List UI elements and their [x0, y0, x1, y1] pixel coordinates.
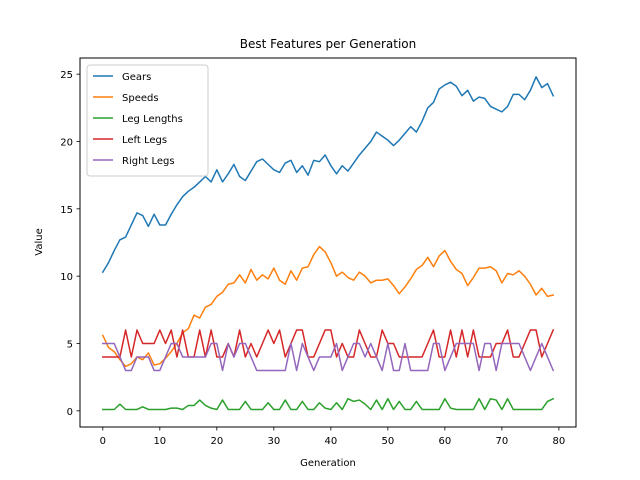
x-tick-label: 30: [267, 436, 280, 447]
legend-box: [86, 64, 209, 177]
x-tick-label: 0: [100, 436, 106, 447]
legend-label: Speeds: [122, 93, 159, 104]
y-tick-label: 10: [60, 272, 73, 283]
y-tick-label: 5: [67, 340, 73, 351]
legend-label: Left Legs: [122, 135, 167, 146]
series-layer: [101, 76, 555, 411]
y-tick-label: 15: [60, 205, 73, 216]
y-axis-label: Value: [34, 228, 45, 255]
series-line-gears: [101, 76, 555, 274]
plot-frame: [79, 57, 577, 428]
x-tick-label: 10: [153, 436, 166, 447]
series-line-speeds: [101, 245, 555, 368]
y-axis: 0 5 10 15 20 25: [60, 70, 80, 418]
legend-label: Right Legs: [122, 156, 175, 167]
x-tick-label: 40: [324, 436, 337, 447]
x-tick-label: 70: [496, 436, 509, 447]
series-line-right-legs: [102, 342, 555, 372]
x-tick-label: 80: [553, 436, 566, 447]
x-tick-label: 50: [381, 436, 394, 447]
x-tick-label: 20: [210, 436, 223, 447]
x-tick-label: 60: [439, 436, 452, 447]
y-tick-label: 20: [60, 137, 73, 148]
legend-label: Gears: [122, 72, 151, 83]
x-axis-label: Generation: [300, 458, 356, 469]
chart-title: Best Features per Generation: [240, 37, 417, 51]
y-tick-label: 25: [60, 70, 73, 81]
y-tick-label: 0: [67, 407, 73, 418]
legend: Gears Speeds Leg Lengths Left Legs Right Leg…: [86, 64, 209, 177]
legend-label: Leg Lengths: [122, 114, 183, 125]
series-line-leg-lengths: [102, 397, 555, 411]
x-axis: 0 10 20 30 40 50 60 70 80: [100, 427, 566, 447]
series-line-left-legs: [102, 329, 555, 358]
